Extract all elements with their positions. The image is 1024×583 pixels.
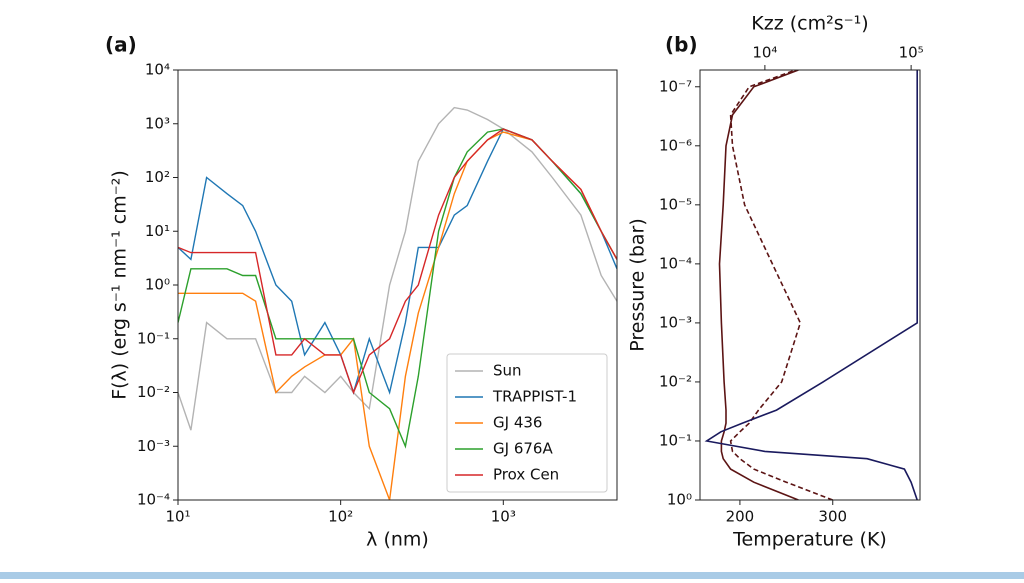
legend-label: Prox Cen xyxy=(493,466,559,484)
y-tick-label: 10⁻⁵ xyxy=(659,195,692,213)
y-tick-label: 10⁻¹ xyxy=(137,329,170,347)
x-axis-label: Temperature (K) xyxy=(732,529,887,551)
y-tick-label: 10⁻⁶ xyxy=(659,136,692,154)
y-tick-label: 10⁻² xyxy=(659,372,692,390)
bottom-bar xyxy=(0,572,1024,579)
x-axis-label: λ (nm) xyxy=(366,529,429,551)
x-tick-label: 200 xyxy=(726,508,755,526)
plot-frame xyxy=(699,69,921,501)
y-axis-label: Pressure (bar) xyxy=(627,218,649,352)
y-tick-label: 10⁻¹ xyxy=(659,431,692,449)
y-tick-label: 10² xyxy=(145,168,170,186)
y-tick-label: 10⁻³ xyxy=(659,313,692,331)
plot-area xyxy=(704,70,918,500)
legend-box xyxy=(446,353,608,493)
x-tick-label: 10² xyxy=(328,508,353,526)
y-tick-label: 10⁰ xyxy=(145,276,170,294)
legend-label: GJ 676A xyxy=(493,440,553,458)
y-tick-label: 10⁻² xyxy=(137,383,170,401)
y-tick-label: 10⁻⁴ xyxy=(659,254,692,272)
y-tick-label: 10⁻⁴ xyxy=(137,491,170,509)
y-tick-label: 10⁻⁷ xyxy=(659,77,692,95)
plot-area xyxy=(178,106,617,500)
x-tick-label: 10¹ xyxy=(165,508,190,526)
temperature-line xyxy=(718,70,799,500)
x-tick-label: 10³ xyxy=(491,508,516,526)
x-tick-label: 300 xyxy=(818,508,847,526)
legend-label: GJ 436 xyxy=(493,414,542,432)
panel-label: (a) xyxy=(105,33,137,57)
y-tick-label: 10⁰ xyxy=(667,491,692,509)
legend-label: TRAPPIST-1 xyxy=(492,388,577,406)
y-tick-label: 10¹ xyxy=(145,222,170,240)
x2-axis-label: Kzz (cm²s⁻¹) xyxy=(751,13,868,35)
kzz-line xyxy=(704,70,918,500)
x2-tick-label: 10⁵ xyxy=(899,44,924,62)
x2-tick-label: 10⁴ xyxy=(752,44,777,62)
y-tick-label: 10⁻³ xyxy=(137,437,170,455)
y-tick-label: 10³ xyxy=(145,114,170,132)
y-tick-label: 10⁴ xyxy=(145,61,170,79)
spectrum-line xyxy=(178,128,617,395)
plot-frame xyxy=(177,69,618,501)
y-axis-label: F(λ) (erg s⁻¹ nm⁻¹ cm⁻²) xyxy=(109,170,131,400)
legend-label: Sun xyxy=(493,362,522,380)
temperature-line xyxy=(729,70,833,500)
spectrum-line xyxy=(178,128,617,395)
panel-label: (b) xyxy=(665,33,698,57)
